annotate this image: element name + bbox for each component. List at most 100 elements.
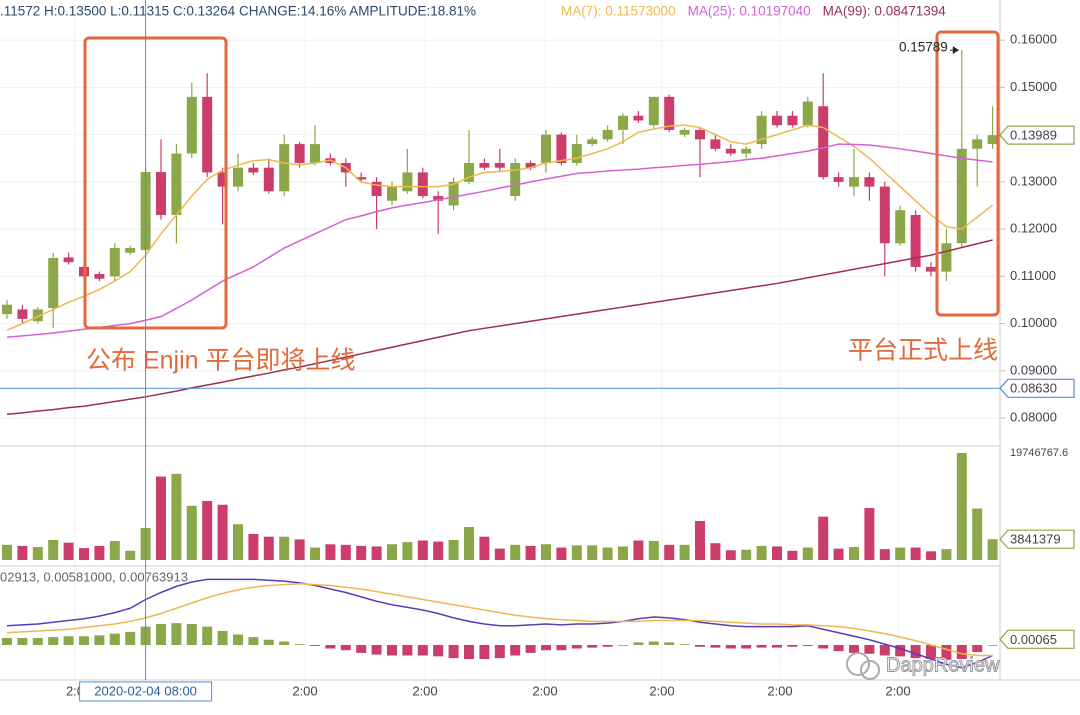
macd-bar	[494, 645, 505, 659]
macd-bar	[648, 641, 659, 645]
macd-bar	[125, 631, 136, 645]
volume-bar	[294, 539, 305, 560]
macd-bar	[772, 645, 782, 648]
watermark-icon	[846, 652, 870, 676]
macd-bar	[879, 645, 890, 656]
macd-bar	[664, 642, 675, 645]
y-tick-label: 0.16000	[1010, 32, 1057, 47]
macd-bar	[340, 645, 351, 651]
macd-bar	[802, 645, 813, 646]
volume-bar	[987, 539, 998, 560]
macd-bar	[756, 645, 767, 648]
volume-bar	[556, 547, 567, 560]
candle-body	[802, 101, 813, 126]
candle-body	[233, 167, 243, 187]
candle-body	[479, 162, 490, 168]
volume-bar	[371, 546, 382, 560]
macd-bar	[571, 645, 582, 649]
volume-bar	[895, 547, 906, 560]
candle-body	[772, 115, 782, 126]
ma-line	[6, 124, 994, 331]
macd-bar	[17, 638, 28, 645]
volume-bar	[125, 550, 136, 560]
candle-body	[387, 186, 397, 201]
ohlc-header: .11572 H:0.13500 L:0.11315 C:0.13264 CHA…	[0, 4, 476, 19]
ma-legend: MA(7): 0.11573000	[561, 4, 676, 19]
volume-bar	[679, 544, 690, 560]
volume-bar	[448, 539, 459, 560]
volume-bar	[910, 547, 921, 560]
volume-bar	[48, 539, 59, 560]
candle-body	[525, 162, 536, 168]
macd-bar	[510, 645, 521, 656]
crosshair-time: 2020-02-04 08:00	[94, 683, 197, 698]
volume-bar	[464, 526, 474, 560]
macd-bar	[417, 645, 428, 656]
y-tick-label: 19746767.6	[1010, 447, 1068, 459]
grid	[0, 0, 1005, 680]
volume-bar	[849, 546, 859, 560]
crosshair-price-label-box	[999, 378, 1075, 398]
volume-bar	[340, 544, 351, 560]
volume-bar	[926, 551, 936, 560]
volume-bar	[695, 520, 705, 560]
macd-bar	[479, 645, 490, 659]
macd-bar	[325, 645, 336, 649]
ma-legend: MA(99): 0.08471394	[823, 4, 947, 19]
candle-body	[48, 257, 59, 309]
macd-bar	[464, 645, 474, 659]
volume-bar	[17, 545, 28, 560]
volume-bar	[325, 544, 336, 560]
candle-body	[648, 96, 659, 126]
candle-body	[987, 135, 998, 145]
watermark-icon	[860, 660, 880, 680]
macd-bar	[387, 645, 397, 656]
candle-body	[433, 196, 444, 201]
macd-bar	[972, 645, 983, 652]
candle-body	[171, 153, 182, 215]
candle-body	[618, 115, 628, 130]
candle-body	[186, 96, 197, 154]
macd-bar	[356, 645, 367, 653]
x-tick-label: 2:00	[412, 683, 437, 698]
macd-last-label: 0.00065	[1010, 632, 1057, 647]
volume-bar	[186, 505, 197, 560]
watermark-text: DappReview	[886, 654, 1000, 676]
macd-bar	[109, 633, 120, 645]
candle-body	[17, 309, 28, 319]
candle-body	[356, 177, 367, 180]
volume-bar	[433, 541, 444, 560]
volume-last-label: 3841379	[1010, 532, 1061, 547]
x-tick-label: 2:00	[292, 683, 317, 698]
volume-bar	[156, 476, 166, 560]
peak-label: 0.15789	[899, 40, 948, 55]
candle-body	[125, 248, 136, 253]
macd-bar	[926, 645, 936, 659]
candle-body	[248, 167, 259, 173]
annotation: 公布 Enjin 平台即将上线	[86, 347, 355, 375]
macd-bar	[725, 645, 736, 649]
volume-bar	[879, 549, 890, 560]
volume-bar	[310, 547, 320, 560]
y-tick-label: 0.09000	[1010, 362, 1057, 377]
candle-body	[849, 177, 859, 187]
candle-body	[464, 162, 474, 182]
candle-body	[294, 144, 305, 163]
macd-bar	[833, 645, 844, 652]
crosshair-time-box	[79, 681, 213, 702]
x-tick-label: 2:00	[885, 683, 910, 698]
candle-body	[710, 139, 721, 149]
volume-bar	[541, 544, 551, 560]
volume-bar	[79, 548, 89, 560]
macd-bar	[787, 645, 798, 647]
volume-bar	[587, 545, 598, 560]
candle-body	[402, 172, 413, 192]
candle-body	[725, 148, 736, 154]
volume-bar	[618, 546, 628, 560]
y-tick-label: 0.15000	[1010, 79, 1057, 94]
ma-legend: MA(25): 0.10197040	[688, 4, 811, 19]
volume-bar	[2, 544, 12, 560]
y-tick-label: 0.11000	[1010, 268, 1056, 283]
volume-bar	[525, 545, 536, 560]
